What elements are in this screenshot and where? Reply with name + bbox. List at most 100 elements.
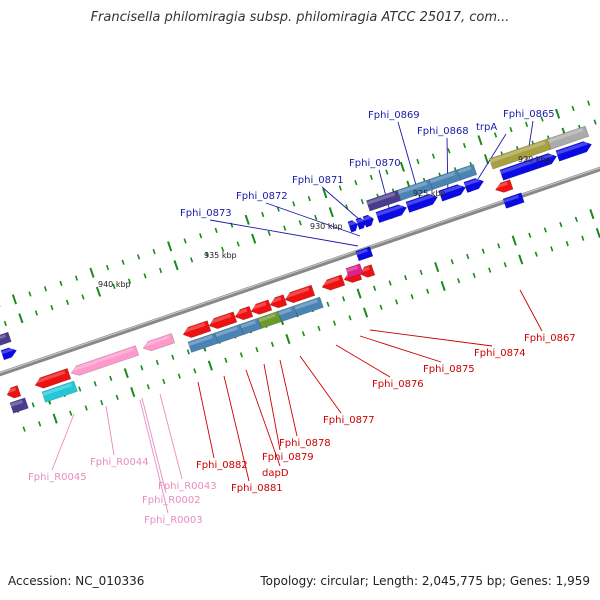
cog-block[interactable] xyxy=(488,138,552,170)
tick-mark xyxy=(130,386,136,398)
tick-mark xyxy=(52,413,58,424)
gene-label-forward[interactable]: Fphi_0870 xyxy=(349,158,401,169)
cog-block[interactable] xyxy=(396,178,434,201)
forward-gene[interactable] xyxy=(405,192,440,213)
cog-block[interactable] xyxy=(293,296,324,317)
tick-mark xyxy=(571,105,575,112)
gene-label-reverse[interactable]: Fphi_0874 xyxy=(474,348,526,359)
gene-label-forward[interactable]: Fphi_0872 xyxy=(236,191,288,202)
reverse-gene[interactable] xyxy=(181,320,212,340)
cog-block[interactable] xyxy=(546,125,590,150)
forward-gene[interactable] xyxy=(362,214,376,228)
cog-block[interactable] xyxy=(41,380,78,403)
cog-block[interactable] xyxy=(239,317,262,336)
tick-mark xyxy=(434,262,440,273)
tick-mark xyxy=(137,254,141,260)
tick-mark xyxy=(385,169,389,175)
gene-label-reverse[interactable]: Fphi_0881 xyxy=(231,483,283,494)
reverse-gene[interactable] xyxy=(268,294,288,311)
tick-mark xyxy=(348,315,352,321)
reverse-gene[interactable] xyxy=(249,299,273,317)
gene-features xyxy=(0,125,600,414)
gene-label-forward[interactable]: Fphi_0865 xyxy=(503,109,555,120)
reverse-gene[interactable] xyxy=(320,274,346,293)
gene-label-reverse[interactable]: Fphi_0875 xyxy=(423,364,475,375)
tick-mark xyxy=(589,208,595,220)
tick-mark xyxy=(78,386,82,392)
gene-label-reverse[interactable]: Fphi_0878 xyxy=(279,438,331,449)
cog-block[interactable] xyxy=(277,305,298,323)
gene-label-forward[interactable]: Fphi_0871 xyxy=(292,175,344,186)
reverse-gene[interactable] xyxy=(33,368,72,390)
reverse-gene[interactable] xyxy=(233,305,254,322)
gene-label-reverse[interactable]: Fphi_0877 xyxy=(323,415,375,426)
tick-mark xyxy=(322,188,328,199)
forward-gene[interactable] xyxy=(375,202,409,224)
tick-mark xyxy=(270,341,275,347)
cog-block[interactable] xyxy=(257,310,282,329)
tick-mark xyxy=(540,116,544,122)
reverse-gene[interactable] xyxy=(207,311,238,331)
tick-mark xyxy=(565,240,569,247)
gene-label-reverse[interactable]: Fphi_0876 xyxy=(372,379,424,390)
forward-gene[interactable] xyxy=(438,182,468,202)
leader-line xyxy=(369,329,493,347)
tick-mark xyxy=(369,174,373,180)
forward-gene[interactable] xyxy=(555,139,594,162)
cog-block[interactable] xyxy=(187,332,219,353)
forward-gene[interactable] xyxy=(0,346,18,361)
tick-mark xyxy=(81,294,85,300)
scale-label: 930 kbp xyxy=(310,222,343,231)
tick-mark xyxy=(31,402,35,408)
gene-labels: Fphi_0873 Fphi_0872 Fphi_0871 Fphi_0870 Fphi… xyxy=(28,109,576,526)
tick-mark xyxy=(395,299,399,305)
tick-mark xyxy=(143,273,147,279)
tick-mark xyxy=(221,246,225,252)
tick-mark xyxy=(354,180,358,186)
leader-line xyxy=(209,219,359,247)
tick-mark xyxy=(190,257,194,263)
cog-block[interactable] xyxy=(0,331,12,348)
gene-label-rna[interactable]: Fphi_R0043 xyxy=(158,481,217,492)
rna-gene[interactable] xyxy=(141,332,176,353)
gene-label-forward[interactable]: Fphi_0873 xyxy=(180,208,232,219)
tick-mark xyxy=(342,296,346,302)
tick-mark xyxy=(314,214,318,221)
cog-block[interactable] xyxy=(428,169,462,191)
forward-gene[interactable] xyxy=(355,246,374,262)
gene-label-rna[interactable]: Fphi_R0045 xyxy=(28,472,87,483)
gene-label-reverse[interactable]: dapD xyxy=(262,468,289,479)
forward-gene[interactable] xyxy=(463,176,486,194)
forward-gene[interactable] xyxy=(502,192,525,209)
gene-label-forward[interactable]: Fphi_0869 xyxy=(368,110,420,121)
tick-mark xyxy=(472,272,476,279)
scale-label: 920 kbp xyxy=(518,155,551,164)
gene-label-rna[interactable]: Fphi_R0003 xyxy=(144,515,203,526)
gene-label-rna[interactable]: Fphi_R0044 xyxy=(90,457,149,468)
tick-mark xyxy=(171,354,175,360)
rna-gene[interactable] xyxy=(69,345,140,378)
gene-label-reverse[interactable]: Fphi_0867 xyxy=(524,333,576,344)
gene-label-reverse[interactable]: Fphi_0879 xyxy=(262,452,314,463)
cog-block[interactable] xyxy=(214,323,244,344)
tick-mark xyxy=(440,280,446,292)
tick-mark xyxy=(140,365,144,371)
reverse-gene[interactable] xyxy=(494,179,514,195)
tick-mark xyxy=(59,280,63,287)
gene-label-reverse[interactable]: Fphi_0882 xyxy=(196,460,248,471)
forward-gene[interactable] xyxy=(499,151,559,181)
forward-gene[interactable] xyxy=(347,219,360,233)
cog-block[interactable] xyxy=(9,397,29,414)
misc-gene[interactable] xyxy=(345,263,364,279)
reverse-gene[interactable] xyxy=(5,385,22,401)
gene-label-rna[interactable]: Fphi_R0002 xyxy=(142,495,201,506)
tick-mark xyxy=(224,357,228,363)
gene-label-forward[interactable]: Fphi_0868 xyxy=(417,126,469,137)
tick-mark xyxy=(74,275,79,281)
gene-label-forward[interactable]: trpA xyxy=(476,122,497,133)
forward-gene[interactable] xyxy=(355,216,368,230)
cog-block[interactable] xyxy=(456,163,478,181)
tick-mark xyxy=(146,384,150,390)
reverse-gene[interactable] xyxy=(283,284,316,305)
tick-mark xyxy=(127,278,132,284)
